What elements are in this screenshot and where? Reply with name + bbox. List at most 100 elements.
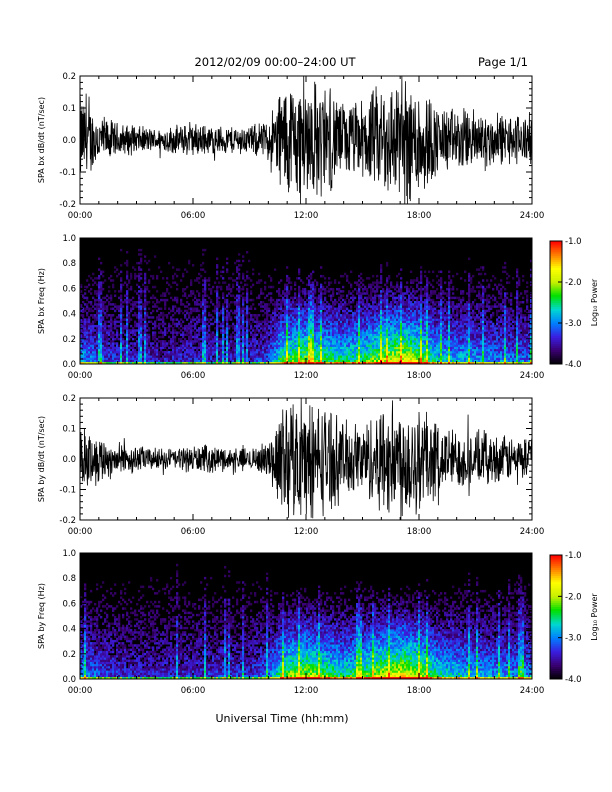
spectrogram-cell <box>110 329 113 332</box>
spectrogram-cell <box>332 305 335 308</box>
spectrogram-cell <box>326 305 329 308</box>
spectrogram-cell <box>92 329 95 332</box>
spectrogram-cell <box>350 346 353 350</box>
spectrogram-cell <box>320 344 323 347</box>
spectrogram-cell <box>294 292 297 295</box>
spectrogram-cell <box>400 357 403 360</box>
spectrogram-cell <box>356 333 359 337</box>
spectrogram-cell <box>358 333 361 337</box>
spectrogram-cell <box>200 274 203 278</box>
spectrogram-cell <box>384 327 387 330</box>
spectrogram-cell <box>388 294 391 297</box>
spectrogram-cell <box>92 350 95 354</box>
spectrogram-cell <box>376 279 379 282</box>
spectrogram-cell <box>342 320 345 324</box>
spectrogram-cell <box>376 316 379 319</box>
spectrogram-cell <box>198 303 201 306</box>
spectrogram-cell <box>96 305 99 308</box>
spectrogram-cell <box>378 281 381 284</box>
spectrogram-cell <box>342 298 345 302</box>
spectrogram-cell <box>336 320 339 324</box>
spectrogram-cell <box>136 292 139 295</box>
spectrogram-cell <box>294 294 297 297</box>
spectrogram-cell <box>154 296 157 300</box>
spectrogram-cell <box>358 344 361 347</box>
spectrogram-cell <box>84 346 87 350</box>
spectrogram-cell <box>400 350 403 354</box>
spectrogram-cell <box>342 309 345 313</box>
spectrogram-cell <box>196 329 199 332</box>
spectrogram-cell <box>286 298 289 302</box>
spectrogram-cell <box>138 296 141 300</box>
spectrogram-cell <box>160 270 163 274</box>
spectrogram-cell <box>168 340 171 343</box>
spectrogram-cell <box>150 342 153 345</box>
spectrogram-cell <box>328 327 331 330</box>
spectrogram-cell <box>384 335 387 339</box>
spectrogram-cell <box>376 311 379 315</box>
spectrogram-cell <box>216 350 219 354</box>
spectrogram-cell <box>130 298 133 302</box>
spectrogram-cell <box>156 318 159 321</box>
spectrogram-cell <box>256 281 259 284</box>
spectrogram-cell <box>142 348 145 352</box>
spectrogram-cell <box>272 357 275 360</box>
spectrogram-cell <box>298 322 301 326</box>
spectrogram-cell <box>364 355 367 358</box>
spectrogram-cell <box>356 303 359 306</box>
spectrogram-cell <box>98 340 101 343</box>
spectrogram-cell <box>240 337 243 341</box>
spectrogram-cell <box>354 346 357 350</box>
spectrogram-cell <box>190 342 193 345</box>
spectrogram-cell <box>252 314 255 317</box>
spectrogram-cell <box>390 309 393 313</box>
spectrogram-cell <box>300 335 303 339</box>
spectrogram-cell <box>266 361 269 365</box>
spectrogram-cell <box>320 305 323 308</box>
spectrogram-cell <box>346 346 349 350</box>
spectrogram-cell <box>196 290 199 293</box>
spectrogram-cell <box>178 309 181 313</box>
spectrogram-cell <box>120 346 123 350</box>
spectrogram-cell <box>126 307 129 310</box>
spectrogram-cell <box>126 301 129 304</box>
spectrogram-cell <box>176 318 179 321</box>
spectrogram-cell <box>286 301 289 304</box>
spectrogram-cell <box>176 357 179 360</box>
spectrogram-cell <box>408 329 411 332</box>
spectrogram-cell <box>326 322 329 326</box>
spectrogram-cell <box>128 337 131 341</box>
spectrogram-cell <box>86 285 89 289</box>
spectrogram-cell <box>376 303 379 306</box>
spectrogram-cell <box>294 353 297 356</box>
spectrogram-cell <box>328 357 331 360</box>
spectrogram-cell <box>174 355 177 358</box>
spectrogram-cell <box>292 342 295 345</box>
spectrogram-cell <box>252 318 255 321</box>
spectrogram-cell <box>372 281 375 284</box>
spectrogram-cell <box>208 340 211 343</box>
spectrogram-cell <box>212 285 215 289</box>
spectrogram-cell <box>196 353 199 356</box>
spectrogram-cell <box>226 287 229 291</box>
spectrogram-cell <box>98 331 101 334</box>
spectrogram-cell <box>88 359 91 363</box>
spectrogram-cell <box>88 337 91 341</box>
spectrogram-cell <box>202 335 205 339</box>
spectrogram-cell <box>216 318 219 321</box>
spectrogram-cell <box>82 316 85 319</box>
spectrogram-cell <box>276 307 279 310</box>
spectrogram-cell <box>358 353 361 356</box>
spectrogram-cell <box>266 348 269 352</box>
spectrogram-cell <box>144 309 147 313</box>
spectrogram-cell <box>292 337 295 341</box>
spectrogram-cell <box>376 309 379 313</box>
spectrogram-cell <box>252 359 255 363</box>
spectrogram-cell <box>302 318 305 321</box>
spectrogram-cell <box>284 287 287 291</box>
spectrogram-cell <box>210 348 213 352</box>
spectrogram-cell <box>308 301 311 304</box>
spectrogram-cell <box>164 333 167 337</box>
spectrogram-cell <box>94 281 97 284</box>
spectrogram-cell <box>306 346 309 350</box>
